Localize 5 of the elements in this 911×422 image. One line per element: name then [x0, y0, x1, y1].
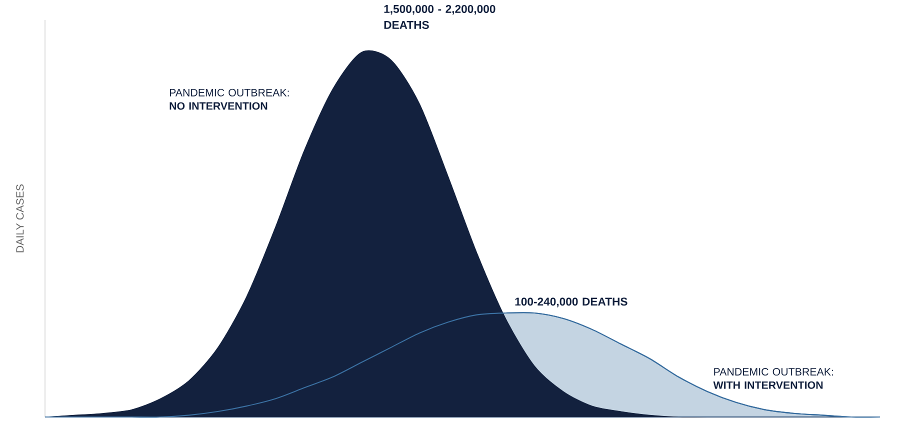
series-label: PANDEMIC OUTBREAK: WITH INTERVENTION [713, 368, 833, 389]
annotation: 100-240,000 DEATHS [515, 298, 628, 308]
text: 1,500,000 - 2,200,000 DEATHS [384, 4, 496, 29]
text: PANDEMIC OUTBREAK: NO INTERVENTION [170, 88, 289, 110]
y-axis-title: DAILY CASES [16, 184, 24, 252]
